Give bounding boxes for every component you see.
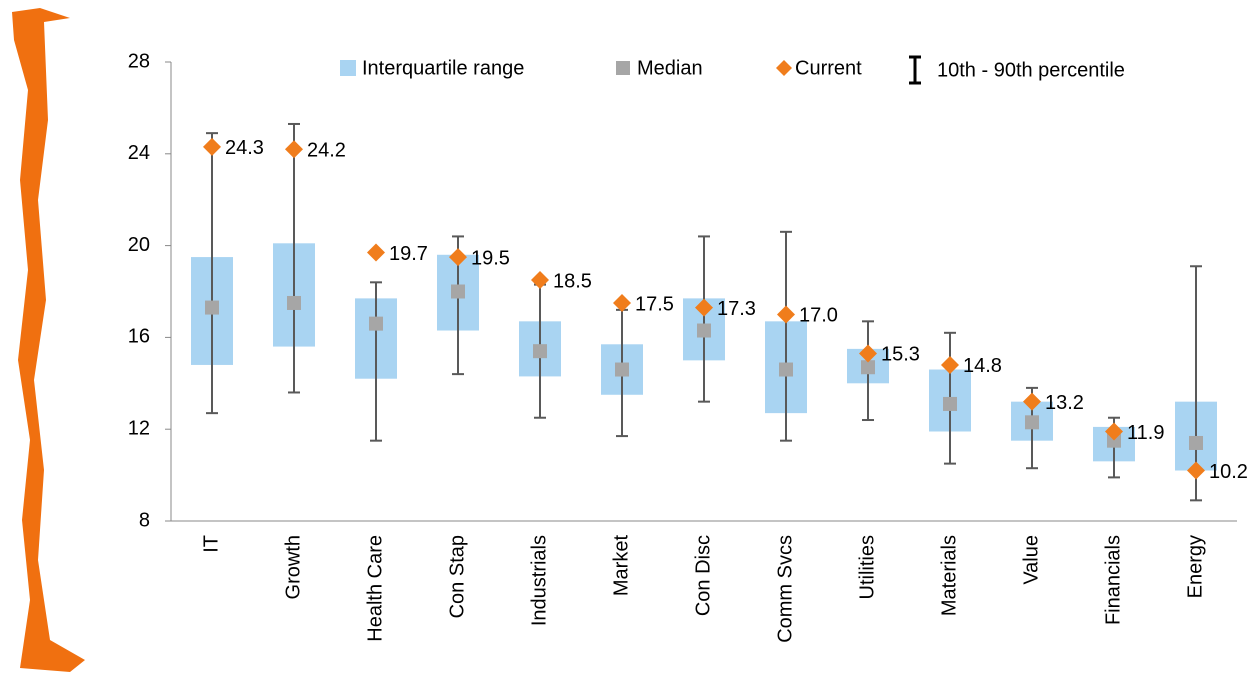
x-tick-label: Utilities [856,535,878,599]
current-label: 10.2 [1209,461,1248,483]
legend-label: 10th - 90th percentile [937,59,1125,81]
median-marker [205,300,219,315]
decorative-brush-stripe [12,8,85,672]
current-label: 19.5 [471,247,510,269]
y-tick-label: 16 [128,326,150,348]
median-marker [369,316,383,331]
current-marker [367,243,385,262]
x-tick-label: IT [200,535,222,553]
median-marker [779,362,793,377]
current-label: 18.5 [553,270,592,292]
x-tick-label: Growth [282,535,304,599]
median-marker [451,284,465,299]
median-marker [533,344,547,359]
median-marker [287,295,301,310]
x-tick-label: Energy [1184,535,1206,598]
x-tick-label: Materials [938,535,960,616]
current-label: 24.3 [225,137,264,159]
y-tick-label: 20 [128,234,150,256]
current-marker [695,298,713,317]
current-marker [449,248,467,267]
current-label: 14.8 [963,355,1002,377]
y-tick-label: 12 [128,417,150,439]
current-marker [203,137,221,156]
current-label: 24.2 [307,139,346,161]
current-marker [1187,461,1205,480]
x-tick-label: Health Care [364,535,386,642]
current-label: 19.7 [389,243,428,265]
current-label: 13.2 [1045,392,1084,414]
current-marker [1023,392,1041,411]
current-marker [531,271,549,290]
median-marker [615,362,629,377]
current-label: 17.3 [717,298,756,320]
current-label: 17.5 [635,293,674,315]
legend-swatch-iqr [340,60,356,76]
current-label: 11.9 [1127,422,1164,444]
current-label: 15.3 [881,344,920,366]
current-marker [285,140,303,159]
x-tick-label: Con Disc [692,535,714,616]
median-marker [1025,415,1039,430]
x-tick-label: Con Stap [446,535,468,618]
median-marker [861,360,875,375]
legend-swatch-current [776,60,792,76]
x-tick-label: Market [610,535,632,597]
y-tick-label: 28 [128,50,150,72]
legend-label: Median [637,57,703,79]
y-tick-label: 8 [139,509,150,531]
x-tick-label: Value [1020,535,1042,585]
current-marker [941,355,959,374]
legend-swatch-median [616,61,630,75]
x-tick-label: Industrials [528,535,550,626]
current-marker [613,293,631,312]
median-marker [1189,435,1203,450]
legend-swatch-percentile [909,55,921,85]
legend-label: Interquartile range [362,57,524,79]
current-label: 17.0 [799,305,838,327]
current-marker [859,344,877,363]
median-marker [943,396,957,411]
median-marker [1107,433,1121,448]
legend-label: Current [795,57,862,79]
current-marker [777,305,795,324]
x-tick-label: Comm Svcs [774,535,796,643]
current-marker [1105,422,1123,441]
median-marker [697,323,711,338]
y-tick-label: 24 [128,142,150,164]
x-tick-label: Financials [1102,535,1124,625]
